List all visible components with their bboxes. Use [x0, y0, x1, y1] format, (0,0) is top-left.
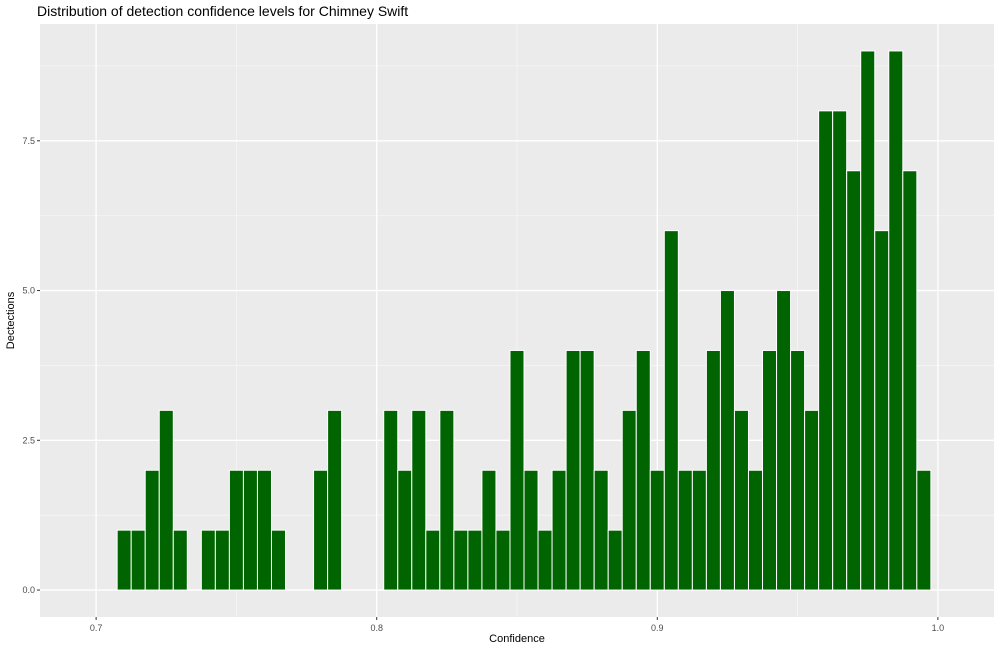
histogram-bar [762, 349, 778, 591]
histogram-bar [719, 290, 735, 591]
histogram-bar [621, 409, 637, 591]
x-axis-title: Confidence [489, 633, 545, 645]
x-tick-label: 1.0 [932, 623, 945, 633]
histogram-bar [747, 469, 764, 591]
histogram-bar [214, 529, 230, 591]
histogram-bar [397, 469, 413, 591]
histogram-bar [607, 529, 623, 591]
histogram-bar [200, 529, 216, 591]
histogram-bar [635, 349, 651, 591]
histogram-bar [256, 469, 272, 591]
histogram-bar [495, 529, 511, 591]
histogram-bar [467, 529, 483, 591]
histogram-bar [691, 469, 707, 591]
histogram-bar [593, 469, 609, 591]
histogram-bar [565, 349, 581, 591]
histogram-bar [242, 469, 258, 591]
histogram-bar [888, 50, 904, 591]
y-tick-label: 2.5 [22, 435, 35, 445]
histogram-bar [790, 349, 806, 591]
x-tick-label: 0.9 [651, 623, 664, 633]
histogram-bar [832, 110, 848, 591]
histogram-bar [439, 409, 455, 591]
histogram-bar [804, 409, 820, 591]
histogram-bar [481, 469, 497, 591]
histogram-bar [537, 529, 553, 591]
histogram-bar [411, 409, 427, 591]
histogram-bar [172, 529, 188, 591]
histogram-bar [902, 170, 918, 591]
histogram-bar [551, 469, 567, 591]
y-tick-label: 5.0 [22, 286, 35, 296]
y-axis-title: Dectections [5, 291, 17, 349]
y-tick-label: 0.0 [22, 585, 35, 595]
histogram-bar [733, 409, 749, 591]
x-tick-label: 0.8 [370, 623, 383, 633]
histogram-bar [523, 469, 539, 591]
histogram-bar [874, 230, 890, 591]
histogram-bar [663, 230, 679, 591]
histogram-bar [130, 529, 146, 591]
histogram-bar [116, 529, 132, 591]
histogram-bar [270, 529, 287, 591]
histogram-bar [383, 409, 399, 591]
histogram-bar [846, 170, 862, 591]
histogram-bar [425, 529, 441, 591]
histogram-bar [453, 529, 469, 591]
histogram-bar [818, 110, 834, 591]
histogram-bar [776, 290, 792, 591]
histogram-bar [144, 469, 160, 591]
y-tick-label: 7.5 [22, 136, 35, 146]
histogram-bar [916, 469, 932, 591]
histogram-bar [860, 50, 876, 591]
histogram-bar [509, 349, 525, 591]
histogram-bar [228, 469, 244, 591]
histogram-bar [649, 469, 665, 591]
histogram-bar [705, 349, 721, 591]
histogram-bar [158, 409, 174, 591]
histogram-bar [579, 349, 595, 591]
histogram-bar [313, 469, 329, 591]
histogram-bar [677, 469, 693, 591]
chart-title: Distribution of detection confidence lev… [37, 3, 409, 19]
x-tick-label: 0.7 [90, 623, 103, 633]
histogram-bar [327, 409, 343, 591]
